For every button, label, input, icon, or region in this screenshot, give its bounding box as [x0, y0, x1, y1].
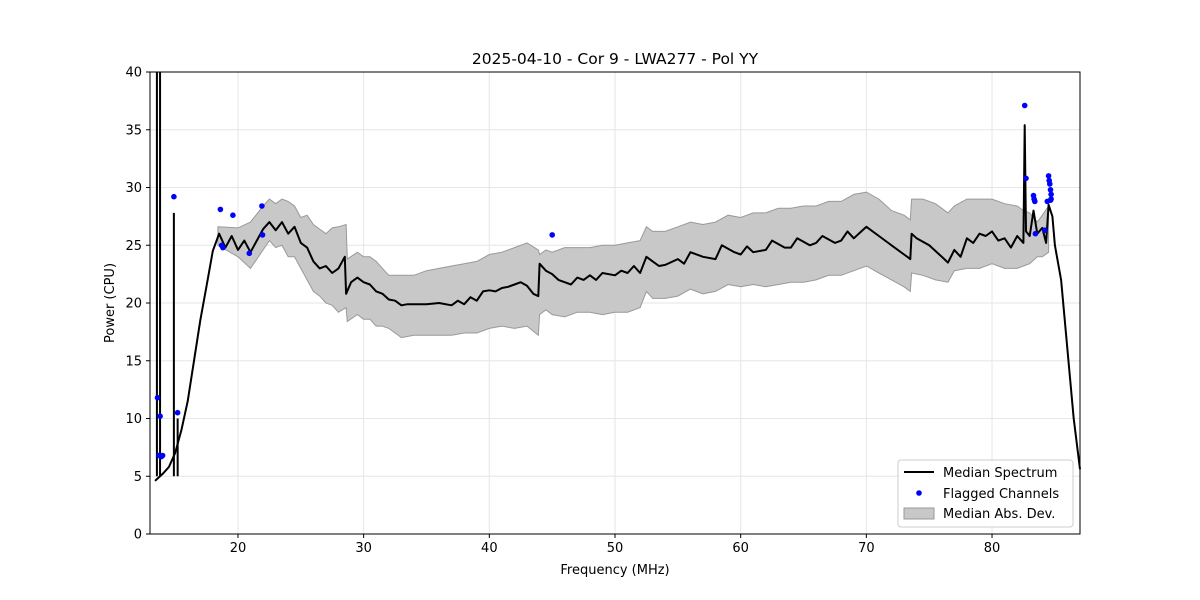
legend-flagged-swatch: [916, 490, 922, 496]
y-tick-label: 35: [125, 123, 142, 138]
y-tick-label: 30: [125, 181, 142, 196]
flagged-channel-point: [1047, 187, 1054, 193]
legend-median-label: Median Spectrum: [943, 466, 1057, 481]
flagged-channel-point: [220, 244, 226, 251]
x-tick-label: 50: [607, 541, 624, 556]
legend-mad-swatch: [903, 507, 935, 520]
median-spectrum-line: [154, 124, 1081, 482]
flagged-channel-point: [259, 203, 265, 209]
flagged-channel-point: [1021, 102, 1028, 109]
x-tick-label: 20: [230, 541, 247, 556]
y-tick-label: 20: [125, 297, 142, 312]
flagged-channel-point: [549, 232, 555, 238]
flagged-channel-point: [1032, 198, 1038, 205]
median-spectrum-group: [154, 72, 1081, 482]
chart-title: 2025-04-10 - Cor 9 - LWA277 - Pol YY: [472, 50, 759, 68]
y-tick-label: 5: [134, 470, 142, 485]
legend: Median Spectrum Flagged Channels Median …: [897, 459, 1074, 528]
x-tick-label: 80: [984, 541, 1001, 556]
flagged-channel-point: [174, 409, 181, 416]
y-tick-label: 10: [125, 412, 142, 427]
flagged-channel-point: [246, 250, 253, 257]
x-tick-label: 60: [732, 541, 749, 556]
flagged-channel-point: [1023, 175, 1029, 182]
legend-flagged-label: Flagged Channels: [943, 487, 1059, 502]
flagged-channel-point: [230, 212, 236, 218]
flagged-channel-point: [1047, 181, 1053, 187]
flagged-channel-point: [159, 452, 166, 459]
y-tick-label: 25: [125, 239, 142, 254]
flagged-channel-point: [1045, 173, 1052, 179]
y-tick-label: 15: [125, 354, 142, 369]
flagged-channels-group: [154, 102, 1054, 460]
x-tick-label: 40: [481, 541, 498, 556]
legend-mad-label: Median Abs. Dev.: [943, 507, 1055, 522]
flagged-channel-point: [157, 413, 163, 420]
flagged-channel-point: [1032, 230, 1039, 237]
y-axis-ticks: 0 5 10 15 20 25 30 35 40: [125, 66, 150, 543]
flagged-channel-point: [1047, 197, 1054, 203]
flagged-channel-point: [171, 193, 177, 200]
y-axis-label: Power (CPU): [103, 263, 118, 343]
flagged-channel-point: [259, 232, 266, 238]
flagged-channel-point: [1048, 191, 1054, 198]
legend-box: [897, 459, 1074, 528]
y-tick-label: 0: [134, 528, 142, 543]
mad-band-area: [217, 191, 1050, 339]
flagged-channel-point: [154, 394, 161, 401]
mad-band: [217, 191, 1050, 339]
x-tick-label: 70: [858, 541, 875, 556]
x-axis-label: Frequency (MHz): [560, 563, 669, 578]
flagged-channel-point: [1042, 227, 1048, 233]
y-tick-label: 40: [125, 66, 142, 81]
x-tick-label: 30: [355, 541, 372, 556]
x-axis-ticks: 20 30 40 50 60 70 80: [230, 534, 1001, 556]
flagged-channel-point: [217, 206, 224, 213]
